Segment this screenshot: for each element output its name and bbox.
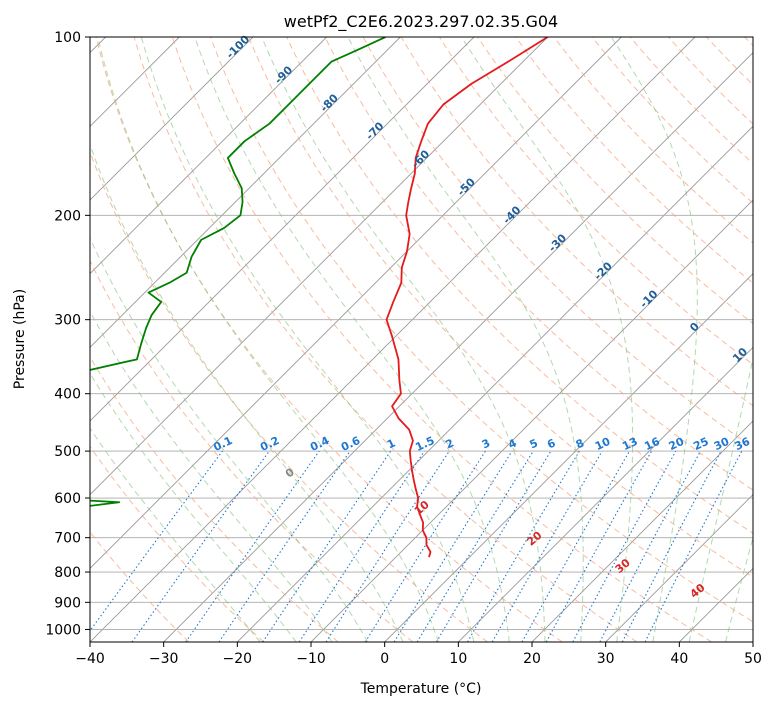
y-tick-label: 500 bbox=[54, 444, 81, 460]
x-tick-label: 0 bbox=[380, 651, 389, 667]
x-tick-label: 10 bbox=[449, 651, 467, 667]
y-tick-label: 300 bbox=[54, 313, 81, 329]
x-tick-label: 30 bbox=[597, 651, 615, 667]
y-tick-label: 1000 bbox=[45, 622, 81, 638]
y-axis-label: Pressure (hPa) bbox=[12, 289, 28, 389]
x-tick-label: −10 bbox=[296, 651, 326, 667]
x-tick-label: −20 bbox=[223, 651, 253, 667]
x-axis-label: Temperature (°C) bbox=[360, 681, 482, 697]
x-tick-label: 40 bbox=[670, 651, 688, 667]
y-tick-label: 400 bbox=[54, 387, 81, 403]
y-tick-label: 100 bbox=[54, 30, 81, 46]
y-tick-label: 200 bbox=[54, 208, 81, 224]
y-tick-label: 900 bbox=[54, 595, 81, 611]
x-tick-label: −40 bbox=[75, 651, 105, 667]
chart-title: wetPf2_C2E6.2023.297.02.35.G04 bbox=[284, 12, 558, 32]
y-tick-label: 800 bbox=[54, 565, 81, 581]
x-tick-label: 20 bbox=[523, 651, 541, 667]
x-tick-label: −30 bbox=[149, 651, 179, 667]
x-tick-label: 50 bbox=[744, 651, 762, 667]
y-tick-label: 700 bbox=[54, 531, 81, 547]
y-tick-label: 600 bbox=[54, 491, 81, 507]
